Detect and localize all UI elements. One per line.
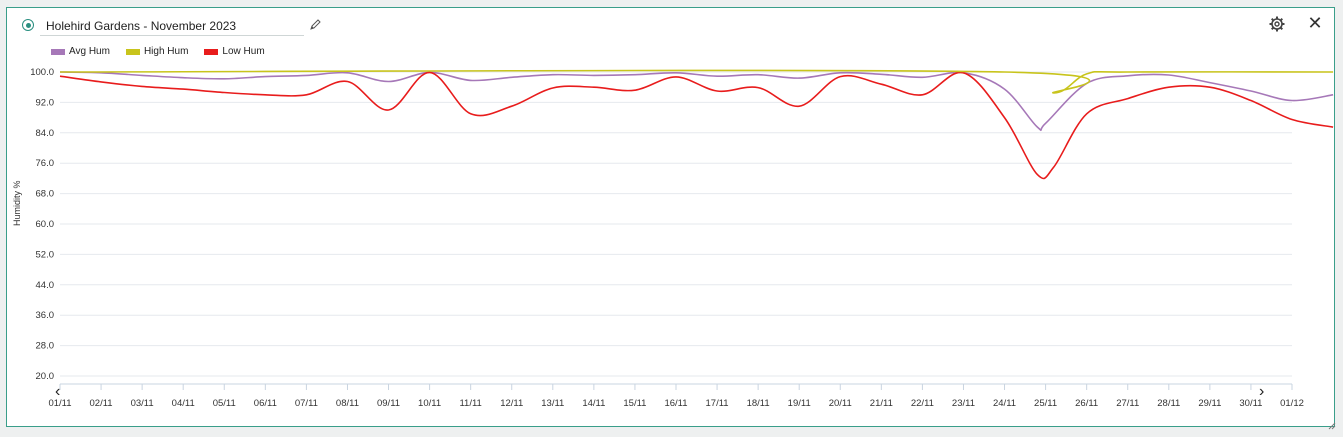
humidity-line-chart: 100.0 92.0 84.0 76.0 68.0 60.0 52.0 44.0 36.0 28.… [30,67,1334,409]
x-tick-label: 10/11 [418,398,441,409]
legend-swatch-avg-hum [51,48,65,55]
x-tick-label: 19/11 [788,398,811,409]
x-tick-label: 27/11 [1116,398,1139,409]
close-icon[interactable]: ✕ [1307,13,1323,33]
x-tick-label: 16/11 [664,398,687,409]
y-tick-label: 36.0 [36,310,55,321]
x-tick-label: 24/11 [993,398,1016,409]
series-line-high-hum [59,69,1334,94]
x-tick-label: 12/11 [500,398,523,409]
series-line-low-hum [59,71,1334,180]
legend-label-low-hum: Low Hum [222,46,265,57]
legend-label-avg-hum: Avg Hum [69,46,110,57]
chart-widget-panel: Holehird Gardens - November 2023 ✕ Avg H… [6,7,1336,430]
x-tick-label: 23/11 [952,398,975,409]
x-tick-label: 22/11 [911,398,934,409]
y-tick-label: 28.0 [36,341,55,352]
legend-swatch-low-hum [204,48,219,55]
x-tick-label: 14/11 [582,398,605,409]
x-tick-label: 08/11 [336,398,359,409]
x-tick-label: 03/11 [131,398,154,409]
x-tick-label: 26/11 [1075,398,1098,409]
y-tick-label: 20.0 [36,371,55,382]
x-tick-label: 20/11 [829,398,852,409]
legend-item-low-hum[interactable]: Low Hum [204,46,265,57]
x-tick-label: 18/11 [747,398,770,409]
legend-swatch-high-hum [125,48,140,55]
x-tick-label: 11/11 [459,398,481,409]
x-tick-label: 25/11 [1034,398,1057,409]
x-tick-label: 13/11 [541,398,564,409]
y-tick-label: 84.0 [36,128,55,139]
x-tick-label: 07/11 [295,398,318,409]
x-tick-label: 01/11 [48,398,71,409]
chart-prev-button[interactable]: ‹ [55,383,61,400]
y-tick-label: 52.0 [36,249,55,260]
chart-title-field[interactable]: Holehird Gardens - November 2023 [40,16,304,36]
x-tick-label: 21/11 [870,398,893,409]
resize-handle-icon[interactable] [1328,422,1336,430]
x-tick-label: 06/11 [254,398,277,409]
x-tick-label: 05/11 [213,398,236,409]
legend-item-avg-hum[interactable]: Avg Hum [51,46,110,57]
y-tick-label: 60.0 [36,219,55,230]
y-tick-label: 100.0 [30,67,54,78]
y-tick-label: 92.0 [36,97,55,108]
chart-next-button[interactable]: › [1259,383,1265,400]
pencil-icon[interactable] [308,18,322,32]
chart-legend: Avg Hum High Hum Low Hum [51,46,265,57]
x-tick-label: 17/11 [706,398,729,409]
x-tick-label: 28/11 [1157,398,1180,409]
gear-icon[interactable] [1269,16,1285,32]
y-tick-label: 44.0 [36,280,55,291]
x-tick-label: 15/11 [623,398,646,409]
legend-item-high-hum[interactable]: High Hum [125,46,189,57]
y-tick-label: 76.0 [36,158,55,169]
y-tick-label: 68.0 [36,189,55,200]
x-tick-label: 04/11 [172,398,195,409]
x-tick-label: 09/11 [377,398,400,409]
x-tick-label: 29/11 [1198,398,1221,409]
legend-label-high-hum: High Hum [143,46,189,57]
x-tick-label: 02/11 [90,398,113,409]
x-tick-label: 30/11 [1239,398,1262,409]
x-tick-label: 01/12 [1280,398,1304,409]
status-dot-icon[interactable] [22,19,34,31]
series-line-avg-hum [59,71,1334,132]
